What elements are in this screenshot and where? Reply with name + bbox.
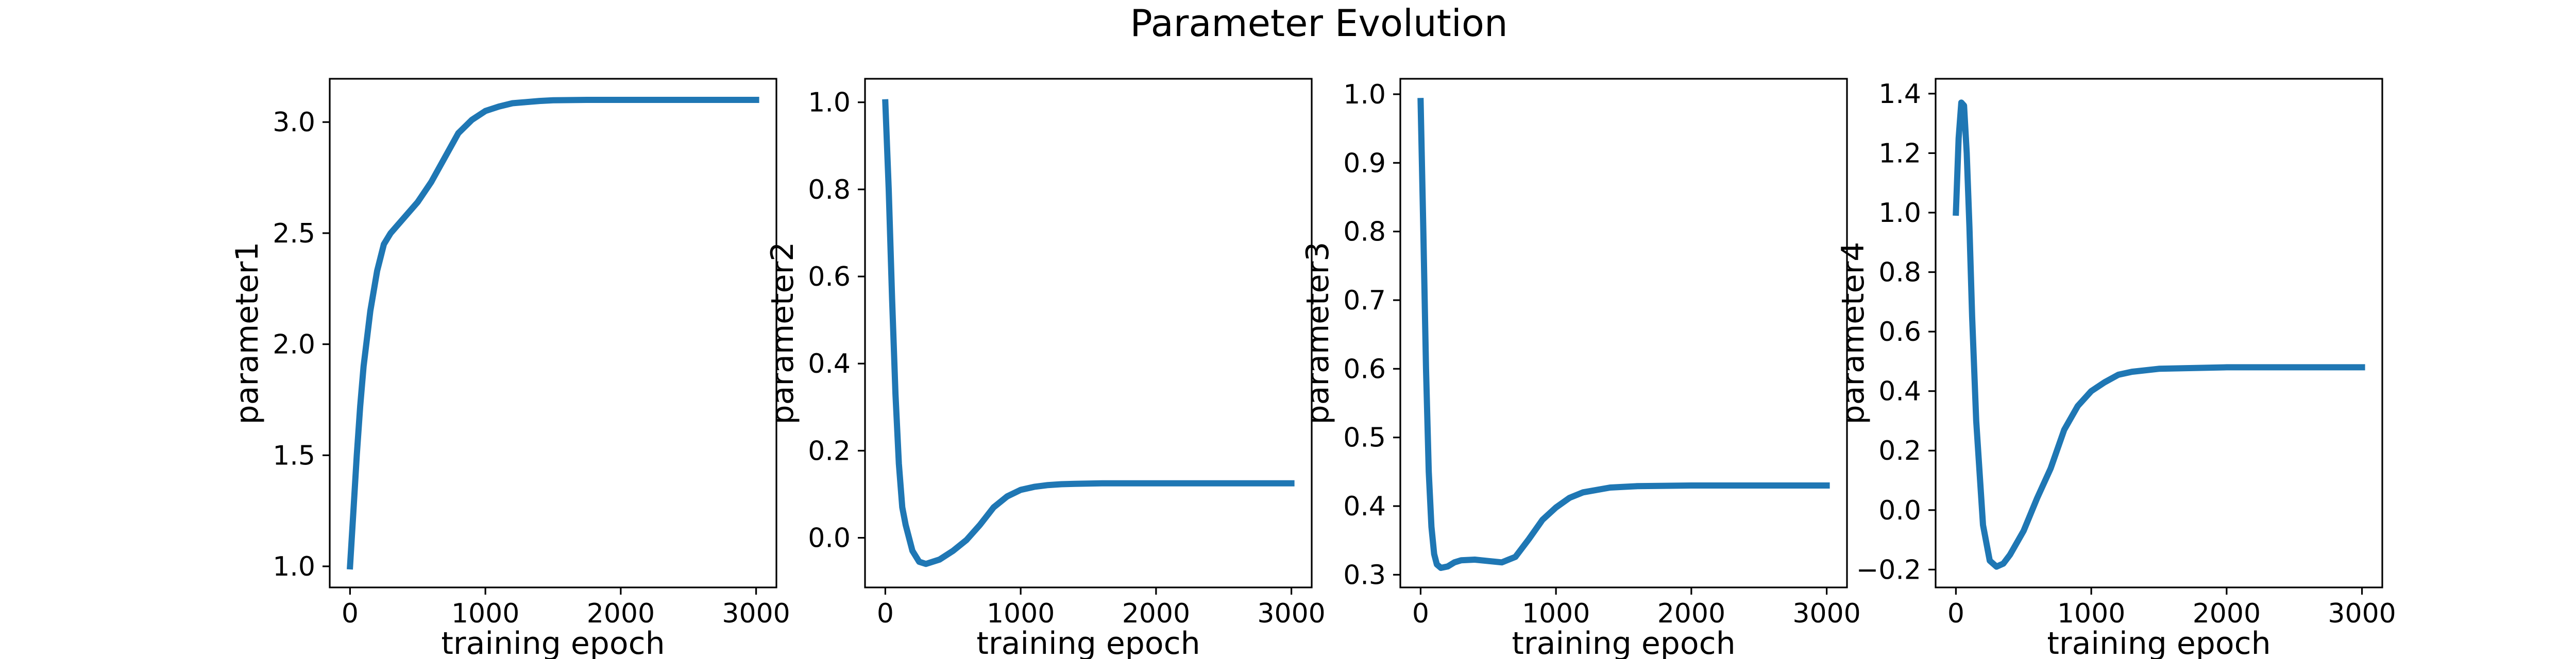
subplot-4-x-tick-label: 1000 — [2057, 598, 2125, 629]
subplot-3-x-tick-label: 0 — [1412, 598, 1429, 629]
subplot-3: 0 1000 2000 3000 0.3 0.4 0.5 0.6 0.7 0.8 0.9 1.0 tra… — [1300, 78, 1861, 659]
subplot-3-x-axis-label: training epoch — [1512, 626, 1735, 659]
subplot-4: 0 1000 2000 3000 −0.2 0.0 0.2 0.4 0.6 0.8 1.0 1.2 1.… — [1835, 78, 2396, 659]
subplot-4-x-axis-label: training epoch — [2047, 626, 2270, 659]
subplot-1-y-tick-label: 1.5 — [273, 440, 315, 471]
subplot-2-y-tick-label: 0.2 — [808, 436, 851, 466]
subplot-1-y-tick-label: 2.5 — [273, 218, 315, 249]
subplot-2-x-tick-label: 3000 — [1257, 598, 1325, 629]
subplot-1-series-line — [347, 97, 759, 570]
subplot-3-y-tick-label: 0.9 — [1343, 148, 1386, 179]
subplot-3-y-tick-label: 0.8 — [1343, 217, 1386, 248]
subplot-4-y-tick-label: 1.2 — [1878, 138, 1921, 169]
subplot-1-y-tick-label: 3.0 — [273, 107, 315, 138]
subplot-3-y-tick-label: 0.4 — [1343, 491, 1386, 522]
subplot-2-series-line — [882, 99, 1295, 567]
subplot-2-y-tick-label: 1.0 — [808, 88, 851, 118]
subplot-4-x-tick-label: 0 — [1947, 598, 1964, 629]
subplot-1-y-tick-label: 1.0 — [273, 551, 315, 582]
subplot-1: 0 1000 2000 3000 1.0 1.5 2.0 2.5 3.0 training epo… — [229, 78, 790, 659]
subplot-4-y-tick-label: 0.0 — [1878, 495, 1921, 526]
subplot-4-y-axis-label: parameter4 — [1835, 242, 1871, 425]
subplot-4-x-tick-label: 2000 — [2193, 598, 2261, 629]
subplot-4-axes-frame — [1935, 78, 2383, 588]
subplot-3-series-line — [1417, 98, 1830, 571]
subplot-1-x-axis-label: training epoch — [441, 626, 665, 659]
subplot-2-x-tick-label: 0 — [877, 598, 894, 629]
subplot-1-x-tick-label: 1000 — [451, 598, 519, 629]
subplot-2-x-axis-label: training epoch — [976, 626, 1200, 659]
subplot-3-y-axis-label: parameter3 — [1300, 242, 1336, 425]
subplot-4-series-line — [1953, 99, 2365, 570]
subplot-4-y-tick-label: 0.8 — [1878, 257, 1921, 288]
subplot-2-y-tick-label: 0.6 — [808, 262, 851, 292]
subplot-1-x-tick-label: 3000 — [722, 598, 790, 629]
subplot-1-x-tick-label: 2000 — [587, 598, 655, 629]
subplot-3-y-tick-label: 1.0 — [1343, 79, 1386, 110]
subplot-3-x-tick-label: 1000 — [1522, 598, 1590, 629]
subplot-4-x-tick-label: 3000 — [2328, 598, 2396, 629]
subplot-2-y-tick-label: 0.0 — [808, 523, 851, 554]
subplot-4-y-tick-label: 0.4 — [1878, 376, 1921, 407]
subplot-4-y-tick-label: 1.4 — [1878, 79, 1921, 110]
subplot-3-axes-frame — [1399, 78, 1848, 588]
subplot-3-x-tick-label: 3000 — [1792, 598, 1860, 629]
subplot-2-y-tick-label: 0.4 — [808, 349, 851, 379]
subplot-3-y-tick-label: 0.3 — [1343, 560, 1386, 591]
subplot-3-x-tick-label: 2000 — [1657, 598, 1725, 629]
subplot-2-x-tick-label: 1000 — [987, 598, 1055, 629]
subplot-1-x-tick-label: 0 — [342, 598, 359, 629]
subplot-2-y-axis-label: parameter2 — [765, 242, 801, 425]
subplot-2-y-tick-label: 0.8 — [808, 175, 851, 205]
subplot-4-y-tick-label: −0.2 — [1856, 554, 1921, 585]
subplot-3-y-tick-label: 0.5 — [1343, 423, 1386, 454]
subplot-2-x-tick-label: 2000 — [1122, 598, 1190, 629]
subplot-2: 0 1000 2000 3000 0.0 0.2 0.4 0.6 0.8 1.0 training … — [765, 78, 1326, 659]
subplot-4-y-tick-label: 0.6 — [1878, 317, 1921, 348]
subplot-2-axes-frame — [864, 78, 1313, 588]
subplot-1-y-tick-label: 2.0 — [273, 330, 315, 360]
subplot-1-y-axis-label: parameter1 — [229, 242, 265, 425]
subplot-4-y-tick-label: 0.2 — [1878, 436, 1921, 466]
subplot-3-y-tick-label: 0.6 — [1343, 354, 1386, 385]
subplot-1-axes-frame — [329, 78, 777, 588]
subplot-3-y-tick-label: 0.7 — [1343, 285, 1386, 316]
subplot-4-y-tick-label: 1.0 — [1878, 198, 1921, 229]
figure-title: Parameter Evolution — [1130, 2, 1507, 45]
